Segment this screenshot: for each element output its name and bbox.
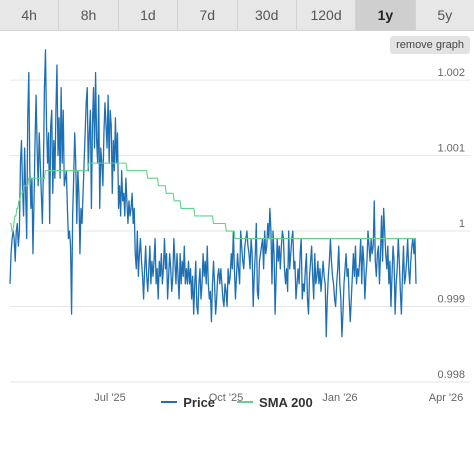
x-tick-label: Jan '26 (322, 392, 357, 404)
sma-200-line (10, 162, 416, 240)
tab-5y[interactable]: 5y (437, 7, 453, 23)
y-axis-labels: 0.998 0.999 1 1.001 1.002 (437, 67, 465, 381)
tab-1d[interactable]: 1d (119, 0, 179, 30)
x-tick-label: Oct '25 (209, 392, 244, 404)
y-tick-label: 1 (459, 218, 465, 230)
timeframe-tabs: 4h 8h 1d 7d 30d 120d 1y 5y (0, 0, 474, 31)
x-tick-label: Jul '25 (94, 392, 125, 404)
tab-7d[interactable]: 7d (178, 0, 238, 30)
tab-1y[interactable]: 1y (356, 0, 416, 30)
chart-legend: Price SMA 200 (0, 392, 474, 412)
legend-label-price: Price (183, 394, 216, 410)
legend-swatch-price (161, 401, 178, 403)
legend-label-sma: SMA 200 (259, 394, 313, 410)
y-tick-label: 1.001 (437, 143, 465, 155)
y-tick-label: 0.998 (437, 369, 465, 381)
legend-item-price[interactable]: Price (161, 395, 215, 410)
tab-4h[interactable]: 4h (0, 0, 60, 30)
grid-lines (10, 79, 470, 383)
tab-8h[interactable]: 8h (59, 0, 119, 30)
x-axis-labels: Jul '25 Oct '25 Jan '26 Apr '26 (94, 392, 463, 404)
legend-swatch-sma (237, 401, 254, 403)
tab-30d[interactable]: 30d (238, 0, 297, 30)
y-tick-label: 0.999 (437, 294, 465, 306)
remove-graph-button[interactable]: remove graph (390, 36, 470, 54)
tab-120d[interactable]: 120d (297, 0, 357, 30)
legend-item-sma[interactable]: SMA 200 (237, 395, 313, 410)
y-tick-label: 1.002 (437, 67, 465, 79)
series-lines (9, 49, 417, 338)
x-tick-label: Apr '26 (429, 392, 464, 404)
price-line (9, 49, 417, 338)
